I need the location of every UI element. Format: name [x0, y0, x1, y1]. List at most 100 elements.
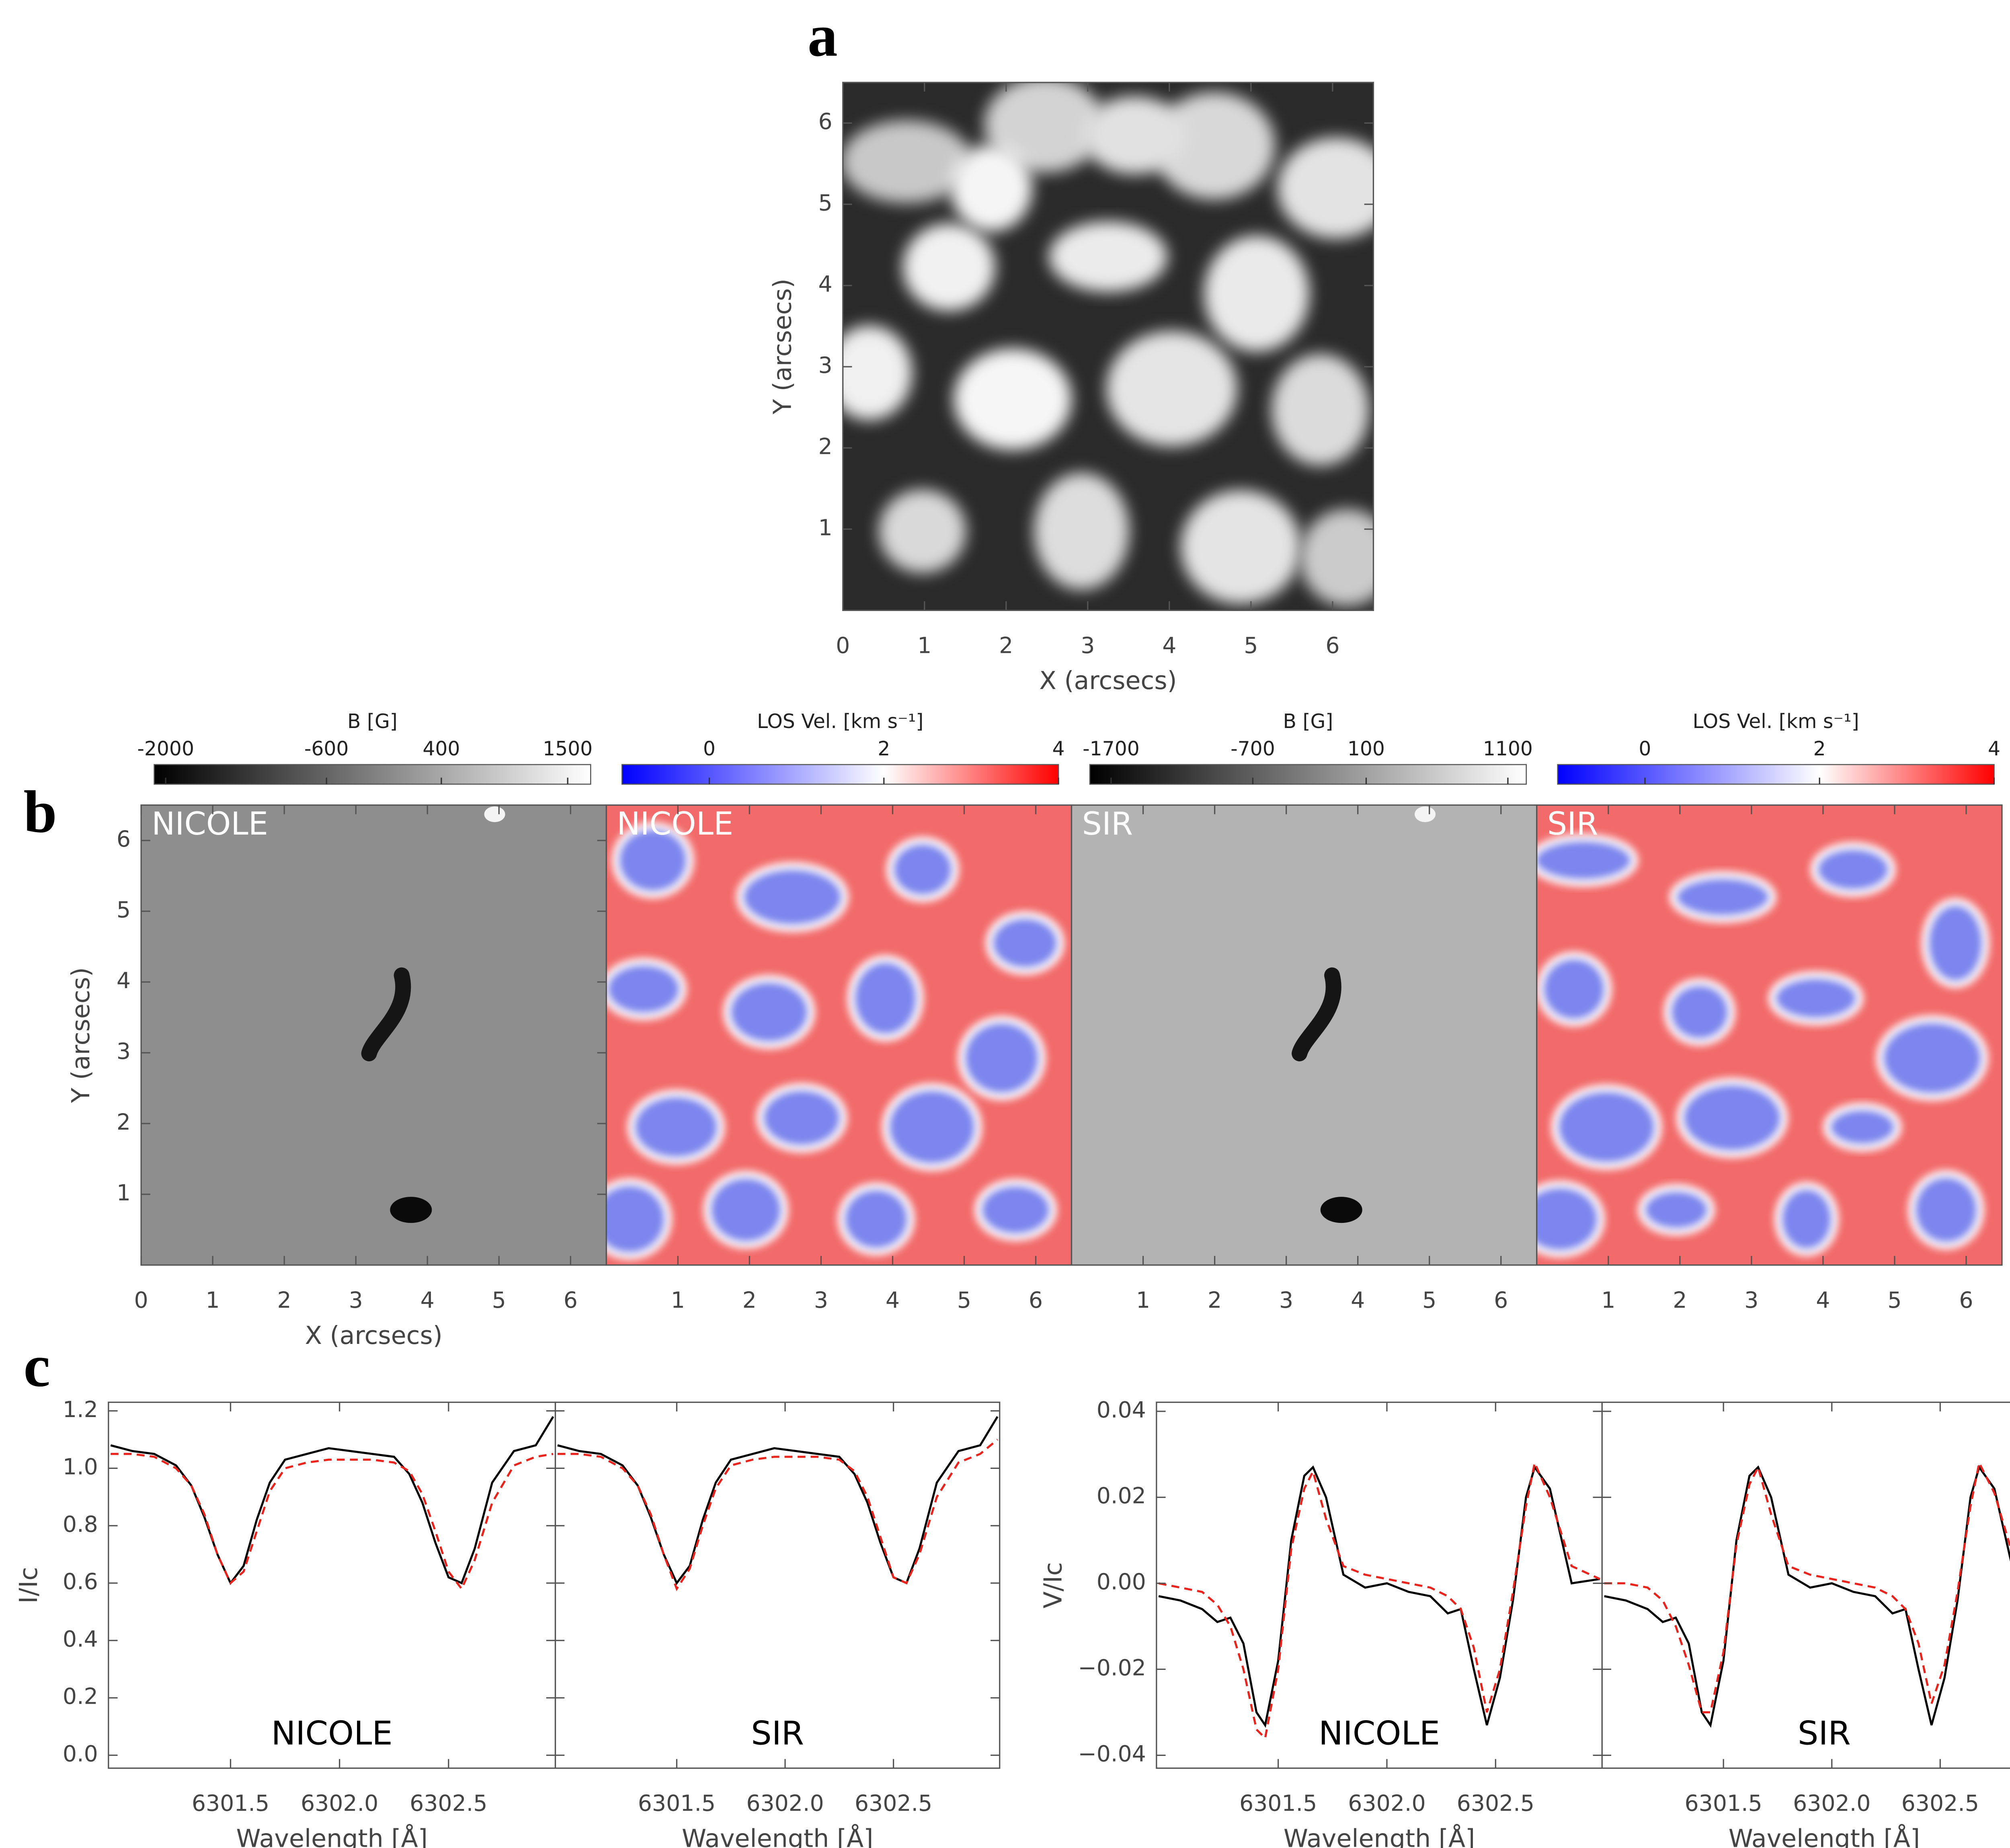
map-blob: [847, 955, 924, 1042]
lines: [110, 1416, 554, 1591]
map-blob: [1876, 1015, 1988, 1101]
colorbar-tick-label: 1100: [1483, 738, 1533, 760]
map-blob: [606, 1178, 672, 1260]
x-axis-label: Wavelength [Å]: [1729, 1823, 1920, 1848]
colorbar-tick-label: 1500: [543, 738, 593, 760]
y-tick-label: 0.02: [1097, 1483, 1146, 1509]
map-blob: [1638, 1184, 1715, 1236]
panel-label: a: [808, 3, 838, 69]
colorbar-tick-label: 100: [1348, 738, 1385, 760]
colorbar-label: LOS Vel. [km s⁻¹]: [1692, 710, 1859, 733]
x-tick-label: 6302.5: [1901, 1791, 1979, 1817]
plot-label: SIR: [1798, 1715, 1851, 1753]
x-tick-label: 6301.5: [638, 1791, 716, 1817]
map-blob: [1768, 971, 1864, 1026]
line-series: [1158, 1459, 1600, 1740]
map-blob: [958, 1015, 1046, 1101]
map-blob: [886, 837, 959, 902]
y-tick-label: 0.8: [63, 1512, 98, 1537]
map-image: [141, 805, 607, 1265]
lines: [1158, 1459, 1600, 1740]
x-axis-label: X (arcsecs): [1039, 666, 1177, 695]
map-image: [843, 82, 1374, 611]
x-tick-label: 3: [1081, 633, 1095, 659]
y-tick-label: 0.00: [1097, 1569, 1146, 1595]
granule: [1180, 490, 1301, 604]
x-tick-label: 4: [886, 1288, 900, 1313]
map-image: [1071, 805, 1537, 1265]
map-blob: [1774, 1182, 1839, 1256]
lines: [1604, 1460, 2010, 1728]
line-series: [557, 1416, 999, 1585]
plot-background: [555, 1402, 1000, 1768]
map-blob: [985, 911, 1064, 975]
lines: [557, 1416, 999, 1591]
y-tick-label: 1: [117, 1180, 131, 1206]
x-axis-label: Wavelength [Å]: [682, 1823, 873, 1848]
colorbar-tick-label: 2: [1813, 738, 1826, 760]
map-blob: [704, 1171, 788, 1249]
frame: [1601, 1401, 2010, 1769]
map-image: [606, 805, 1072, 1265]
y-tick-label: 0.0: [63, 1741, 98, 1767]
map-feature: [1415, 806, 1436, 822]
map-blob: [1663, 978, 1735, 1046]
colorbar-tick-label: 4: [1052, 738, 1065, 760]
map-blob: [606, 958, 687, 1020]
y-tick-label: 5: [818, 190, 833, 216]
colorbar-label: LOS Vel. [km s⁻¹]: [757, 710, 923, 733]
plot-background: [108, 1402, 556, 1768]
line-series: [1604, 1460, 2010, 1713]
granule: [843, 325, 912, 420]
colorbar-tick-label: -1700: [1083, 738, 1140, 760]
map-blob: [1810, 842, 1896, 897]
colorbar-tick-label: 4: [1988, 738, 2000, 760]
y-tick-label: 0.4: [63, 1626, 98, 1652]
chart-1: b NICOLE B [G] -2000 -600 400 1500 0 1 2 3 4 5 6 1 2 3 4 5…: [24, 710, 607, 1350]
x-tick-label: 1: [1601, 1288, 1615, 1313]
chart-2: NICOLE LOS Vel. [km s⁻¹] 0 2 4 1 2 3 4 5 6: [605, 710, 1073, 1313]
line-series: [110, 1416, 554, 1585]
x-tick-label: 3: [1279, 1288, 1293, 1313]
map-blob: [882, 1083, 982, 1171]
map-blob: [1676, 1078, 1788, 1158]
y-axis-label: V/Ic: [1038, 1562, 1067, 1608]
map-feature: [1292, 967, 1341, 1062]
x-tick-label: 0: [134, 1288, 148, 1313]
map-label: NICOLE: [152, 806, 268, 842]
granule: [1034, 472, 1130, 590]
line-series: [557, 1439, 998, 1591]
x-tick-label: 2: [1673, 1288, 1687, 1313]
y-axis-label: Y (arcsecs): [66, 967, 95, 1103]
x-tick-label: 2: [277, 1288, 291, 1313]
x-tick-label: 6: [1959, 1288, 1973, 1313]
colorbar-tick-label: -2000: [137, 738, 194, 760]
y-tick-label: 0.2: [63, 1684, 98, 1710]
x-tick-label: 6302.5: [855, 1791, 932, 1817]
map-blob: [723, 975, 815, 1049]
granule: [1106, 331, 1237, 447]
map-feature: [361, 967, 411, 1062]
chart-4: SIR LOS Vel. [km s⁻¹] 0 2 4 1 2 3 4 5 6: [1536, 710, 2003, 1313]
y-tick-label: 1.0: [63, 1454, 98, 1480]
y-tick-label: 6: [117, 827, 131, 852]
granule: [879, 489, 966, 573]
y-tick-label: 3: [117, 1039, 131, 1064]
granule: [1204, 235, 1310, 352]
colorbar: [1089, 764, 1527, 785]
x-tick-label: 1: [671, 1288, 685, 1313]
x-tick-label: 5: [957, 1288, 971, 1313]
x-tick-label: 6: [564, 1288, 578, 1313]
map-blob: [837, 1182, 915, 1256]
map-blob: [1551, 1084, 1662, 1170]
granule: [1271, 354, 1369, 466]
map-blob: [1669, 871, 1776, 923]
x-tick-label: 6302.5: [410, 1791, 487, 1817]
colorbar: [1557, 764, 1995, 785]
plot-label: SIR: [751, 1715, 804, 1753]
x-tick-label: 3: [1744, 1288, 1758, 1313]
map-blob: [627, 1089, 725, 1165]
chart-8: SIR 6301.5 6302.0 6302.5 Wavelength [Å]: [1601, 1401, 2010, 1848]
